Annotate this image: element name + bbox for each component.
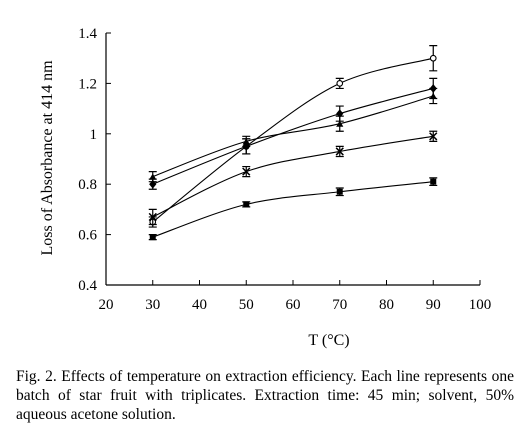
data-point [336, 80, 344, 87]
y-tick-label: 1.4 [78, 26, 97, 42]
data-point [149, 234, 156, 241]
axes [105, 33, 480, 286]
chart: 0.4 0.6 0.8 1 1.2 1.4 20 30 40 50 60 70 80 90 100 Loss… [39, 26, 491, 349]
series-line [152, 135, 434, 218]
x-tick-label: 100 [469, 297, 492, 313]
data-point [335, 147, 344, 156]
data-point [149, 173, 157, 180]
data-point [242, 138, 250, 145]
series-line [152, 57, 434, 223]
data-point [430, 178, 437, 185]
x-tick-label: 40 [192, 297, 207, 313]
series-group [148, 45, 438, 241]
x-tick-label: 60 [286, 297, 301, 313]
y-axis-label: Loss of Absorbance at 414 nm [39, 60, 56, 256]
ticks: 0.4 0.6 0.8 1 1.2 1.4 20 30 40 50 60 70 80 90 100 [78, 26, 491, 313]
data-point [148, 212, 157, 222]
x-tick-label: 20 [99, 297, 114, 313]
y-tick-label: 1 [90, 127, 98, 143]
x-tick-label: 90 [426, 297, 441, 313]
y-tick-label: 0.4 [78, 278, 97, 294]
series-4 [148, 130, 438, 226]
series-1 [148, 45, 438, 228]
data-point [336, 188, 343, 195]
series-line [152, 95, 434, 178]
y-tick-label: 1.2 [78, 76, 97, 92]
series-line [152, 181, 434, 238]
figure-caption: Fig. 2. Effects of temperature on extrac… [16, 368, 514, 423]
data-point [429, 92, 437, 99]
data-point [429, 54, 437, 62]
data-point [429, 132, 438, 141]
x-tick-label: 80 [379, 297, 394, 313]
data-point [243, 201, 250, 208]
series-line [152, 87, 434, 185]
data-point [242, 167, 251, 176]
y-tick-label: 0.6 [78, 228, 97, 244]
x-tick-label: 30 [145, 297, 160, 313]
series-5 [148, 177, 438, 241]
x-tick-label: 70 [332, 297, 347, 313]
y-tick-label: 0.8 [78, 177, 97, 193]
x-tick-label: 50 [239, 297, 254, 313]
series-2 [148, 77, 438, 190]
data-point [336, 120, 344, 127]
series-3 [148, 87, 438, 183]
x-axis-label: T (°C) [308, 332, 349, 349]
